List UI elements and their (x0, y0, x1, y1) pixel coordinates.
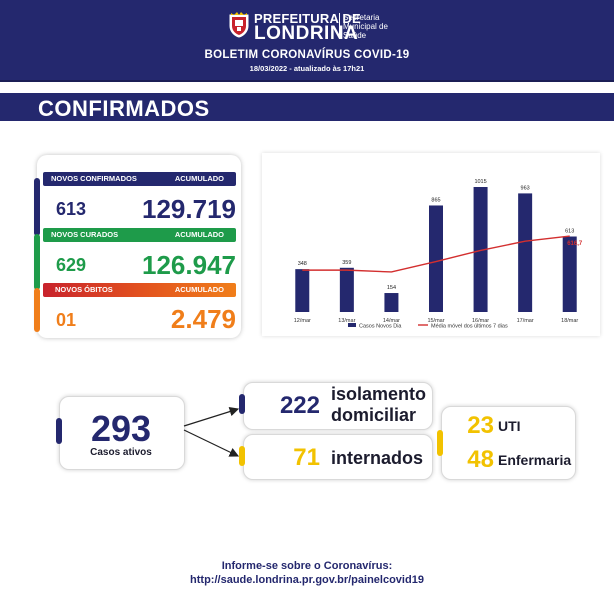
bar-label: 154 (387, 285, 396, 291)
bulletin-title: BOLETIM CORONAVÍRUS COVID-19 (204, 49, 410, 61)
confirmed-acc-label: ACUMULADO (174, 174, 224, 183)
bar-13/mar (339, 267, 354, 312)
deaths-total-value: 2.479 (170, 304, 236, 334)
recovered-acc-label: ACUMULADO (174, 230, 224, 239)
section-bar (0, 93, 614, 121)
bar-label: 1015 (474, 179, 486, 185)
bar-label: 359 (342, 260, 351, 266)
confirmed-label: NOVOS CONFIRMADOS (51, 174, 137, 183)
isolation-accent (239, 394, 245, 414)
home-isolation-label: isolamento domiciliar (331, 384, 426, 426)
x-tick-label: 16/mar (472, 318, 489, 324)
bar-16/mar (473, 187, 488, 312)
legend-bar-label: Casos Novos Dia (359, 324, 402, 330)
x-tick-label: 17/mar (517, 318, 534, 324)
ward-label: Enfermaria (498, 452, 572, 468)
city-crest-icon (229, 12, 249, 38)
deaths-accent (34, 288, 40, 332)
section-title: CONFIRMADOS (38, 96, 210, 121)
daily-cases-chart: 348 359 154 865 1015 963 613 12/mar 13/mar 14/ma… (294, 179, 583, 330)
bar-18/mar (562, 236, 577, 312)
bar-12/mar (295, 269, 310, 312)
recovered-total-value: 126.947 (142, 250, 236, 280)
recovered-new-value: 629 (56, 255, 87, 275)
icu-ward-accent (437, 430, 443, 456)
bar-label: 865 (431, 197, 440, 203)
x-tick-label: 15/mar (427, 318, 444, 324)
bar-14/mar (384, 293, 399, 312)
hospitalized-accent (239, 446, 245, 466)
active-total-label: Casos ativos (90, 447, 152, 458)
home-isolation-label-line1: isolamento (331, 384, 427, 404)
confirmed-accent (34, 178, 40, 236)
bar-17/mar (518, 193, 533, 312)
recovered-header: NOVOS CURADOS ACUMULADO (43, 228, 236, 242)
brand-line2: LONDRINA (254, 23, 359, 44)
recovered-label: NOVOS CURADOS (51, 230, 119, 239)
active-cases-box (59, 396, 185, 470)
dept-line3: Saúde (343, 31, 367, 40)
hospitalized-label: internados (331, 448, 424, 468)
x-tick-label: 13/mar (338, 318, 355, 324)
moving-average-line (302, 235, 570, 273)
active-total-value: 293 (90, 408, 152, 449)
ward-value: 48 (467, 446, 494, 473)
legend-line-label: Média móvel dos últimos 7 dias (431, 324, 508, 330)
icu-label: UTI (498, 418, 521, 434)
home-isolation-box (243, 382, 433, 430)
bar-15/mar (429, 205, 443, 312)
footer-link[interactable]: http://saude.londrina.pr.gov.br/painelco… (190, 574, 424, 586)
deaths-header: NOVOS ÓBITOS ACUMULADO (43, 283, 236, 297)
confirmed-total-value: 129.719 (142, 194, 236, 224)
x-tick-label: 18/mar (561, 318, 578, 324)
bulletin-date: 18/03/2022 - atualizado às 17h21 (249, 64, 365, 73)
moving-average-last-label: 616,7 (567, 241, 583, 247)
home-isolation-value: 222 (279, 392, 320, 419)
icu-value: 23 (467, 412, 494, 439)
hospitalized-value: 71 (293, 444, 320, 471)
deaths-label: NOVOS ÓBITOS (55, 285, 113, 294)
dept-line2: Municipal de (343, 22, 388, 31)
confirmed-new-value: 613 (56, 199, 87, 219)
bar-label: 613 (565, 229, 574, 235)
active-accent (56, 418, 62, 444)
hospitalized-box (243, 434, 433, 480)
bar-label: 963 (521, 185, 530, 191)
confirmed-header: NOVOS CONFIRMADOS ACUMULADO (43, 172, 236, 186)
header-banner (0, 0, 614, 82)
deaths-new-value: 01 (56, 310, 77, 330)
x-tick-label: 12/mar (294, 318, 311, 324)
dept-line1: Secretaria (343, 13, 380, 22)
brand-line1: PREFEITURA DE (254, 11, 361, 26)
recovered-accent (34, 234, 40, 290)
deaths-acc-label: ACUMULADO (174, 285, 224, 294)
bar-label: 348 (298, 261, 307, 267)
department-name: Secretaria Municipal de Saúde (343, 13, 403, 40)
arrows-icon (183, 406, 240, 457)
x-tick-label: 14/mar (383, 318, 400, 324)
footer-info: Informe-se sobre o Coronavírus: (221, 560, 393, 572)
icu-ward-box (441, 406, 576, 480)
legend-bar-swatch (348, 323, 356, 327)
brand-divider (339, 13, 340, 38)
home-isolation-label-line2: domiciliar (331, 405, 417, 425)
